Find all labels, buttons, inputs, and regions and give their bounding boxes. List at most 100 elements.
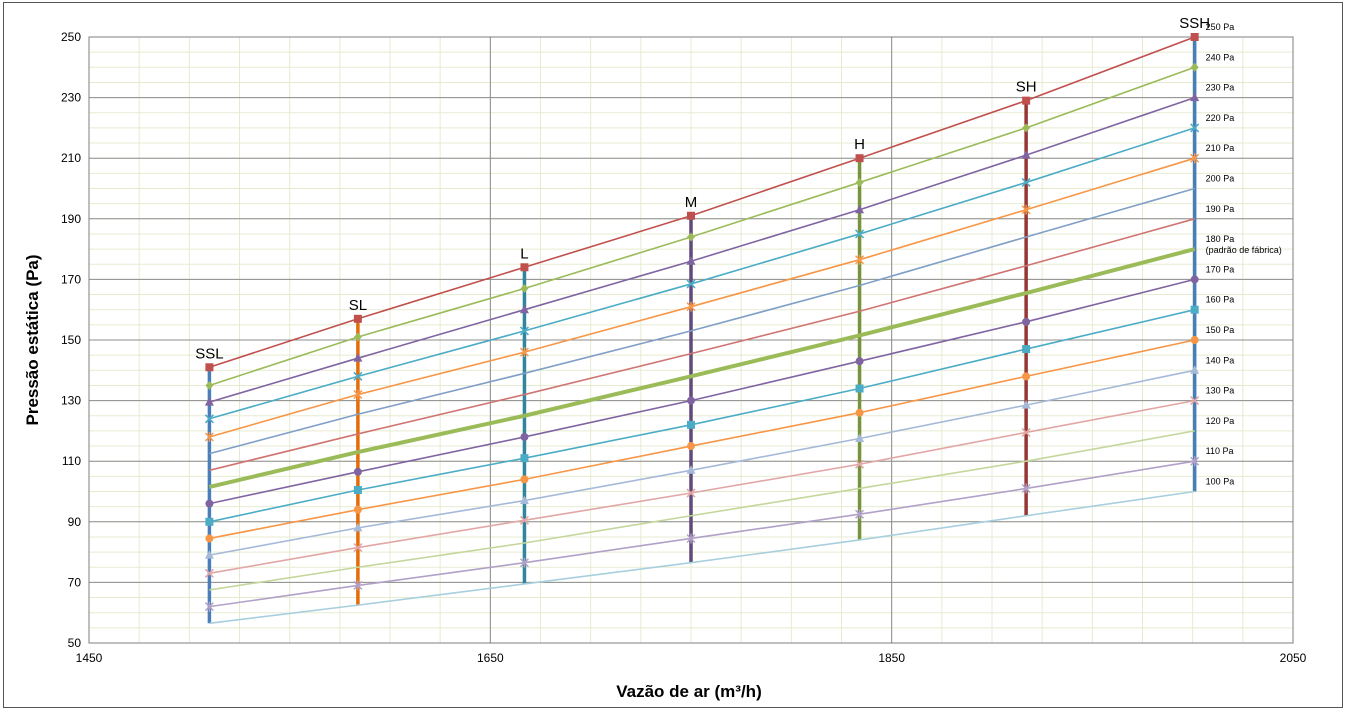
y-tick-label: 50 (68, 636, 82, 650)
series-end-label: 220 Pa (1206, 113, 1235, 123)
data-point (204, 568, 214, 578)
series-end-label: 210 Pa (1206, 143, 1235, 153)
data-point (520, 283, 529, 293)
y-tick-label: 150 (61, 333, 81, 347)
data-point (1022, 372, 1031, 381)
data-point (1022, 317, 1031, 326)
data-point (1190, 33, 1199, 41)
data-point (1190, 123, 1200, 133)
data-point (855, 357, 864, 366)
data-point (519, 304, 529, 314)
data-point (1190, 275, 1199, 284)
plot-area-border (88, 36, 1294, 644)
speed-step-label: SSL (195, 345, 223, 362)
data-point (686, 488, 696, 498)
series-end-label: 240 Pa (1206, 52, 1235, 62)
data-point (1190, 62, 1199, 72)
x-tick-label: 2050 (1280, 651, 1307, 665)
data-point (1021, 150, 1031, 159)
data-point (353, 314, 362, 323)
data-point (854, 459, 865, 469)
data-point (855, 154, 864, 163)
series-line (209, 218, 1195, 472)
series-line (208, 247, 1196, 489)
series-line (209, 430, 1195, 591)
data-point (353, 353, 363, 362)
data-point (1190, 396, 1200, 406)
data-point (205, 499, 214, 508)
data-point (353, 522, 363, 532)
data-point (1021, 427, 1031, 437)
data-point (205, 380, 214, 390)
y-tick-label: 130 (61, 394, 81, 408)
data-point (1021, 400, 1031, 409)
data-point (1190, 305, 1199, 314)
y-tick-label: 170 (61, 272, 81, 286)
data-point (854, 229, 865, 239)
x-tick-label: 1850 (878, 651, 905, 665)
data-point (353, 580, 363, 591)
x-axis-title: Vazão de ar (m³/h) (616, 682, 761, 701)
data-point (1021, 483, 1031, 494)
data-point (353, 332, 362, 342)
y-tick-label: 210 (61, 151, 81, 165)
y-axis-title: Pressão estática (Pa) (23, 254, 42, 425)
data-point (519, 326, 530, 336)
y-tick-label: 230 (61, 91, 81, 105)
series-end-label: 160 Pa (1206, 295, 1235, 305)
data-point (353, 542, 363, 553)
data-point (519, 347, 529, 358)
series-end-label: 200 Pa (1206, 174, 1235, 184)
data-point (520, 454, 529, 463)
data-point (1190, 153, 1200, 164)
data-point (687, 442, 695, 451)
data-point (686, 301, 696, 312)
data-point (855, 254, 865, 265)
data-point (205, 517, 214, 526)
data-point (519, 557, 529, 568)
x-tick-label: 1450 (76, 651, 103, 665)
data-point (686, 279, 696, 289)
data-point (855, 408, 864, 417)
series-end-label: 140 Pa (1206, 355, 1235, 365)
data-point (687, 232, 695, 242)
x-tick-label: 1650 (477, 651, 504, 665)
data-point (204, 431, 214, 442)
data-point (1021, 177, 1031, 188)
data-point (204, 414, 214, 424)
data-point (520, 432, 529, 441)
speed-step-label: SL (349, 297, 367, 314)
data-point (686, 533, 696, 544)
series-end-label: 150 Pa (1206, 325, 1235, 335)
data-point (687, 420, 695, 429)
data-point (855, 433, 865, 442)
data-point (1190, 365, 1200, 374)
speed-step-label: L (520, 245, 528, 262)
series-line (209, 187, 1195, 455)
data-point (1190, 336, 1199, 344)
series-end-label: 230 Pa (1206, 83, 1235, 93)
data-point (204, 601, 214, 612)
data-point (687, 211, 695, 220)
data-point (855, 384, 864, 393)
series-end-label: 100 Pa (1206, 477, 1235, 487)
speed-step-label: M (685, 194, 698, 211)
labels: 50 70 90 110 130 150 170 190 210 230 250 1450 1650 18… (61, 15, 1307, 665)
data-point (855, 509, 865, 520)
series-end-label: 120 Pa (1206, 416, 1235, 426)
y-tick-label: 70 (68, 575, 82, 589)
data-point (353, 505, 362, 514)
data-point (1021, 204, 1031, 215)
series-end-label: 170 Pa (1206, 264, 1235, 274)
speed-step-label: H (854, 136, 865, 153)
speed-step-label: SH (1016, 79, 1037, 96)
series-end-label-note: (padrão de fábrica) (1206, 245, 1282, 255)
data-point (519, 515, 530, 525)
series-end-label: 190 Pa (1206, 204, 1235, 214)
y-tick-label: 250 (61, 30, 81, 44)
data-point (204, 550, 214, 559)
data-point (1022, 345, 1031, 354)
series-end-label: 250 Pa (1206, 22, 1235, 32)
data-point (353, 371, 363, 381)
